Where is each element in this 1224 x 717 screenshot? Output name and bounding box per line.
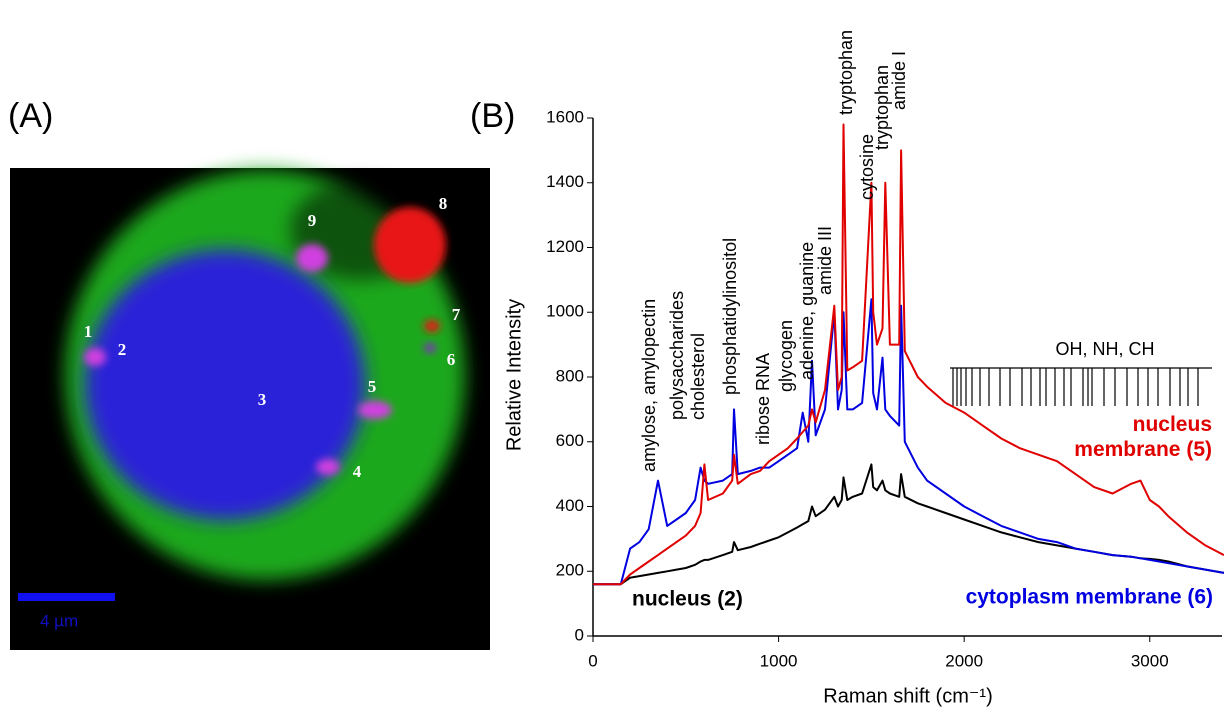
series-label: cytoplasm membrane (6) — [966, 586, 1213, 609]
x-tick-label: 2000 — [945, 651, 983, 670]
peak-annotation: tryptophan — [836, 30, 856, 115]
y-tick-label: 0 — [575, 625, 584, 644]
oh-nh-ch-comb — [950, 367, 1212, 406]
y-tick-label: 400 — [556, 496, 584, 515]
peak-annotation: cholesterol — [688, 333, 708, 420]
x-tick-label: 0 — [588, 651, 597, 670]
y-tick-label: 1000 — [546, 302, 584, 321]
y-tick-label: 1200 — [546, 237, 584, 256]
scale-bar-label: 4 µm — [40, 611, 78, 630]
peak-annotation: amylose, amylopectin — [639, 299, 659, 472]
spectrum-line — [593, 298, 1224, 586]
y-axis-label: Relative Intensity — [503, 299, 525, 451]
peak-annotation: tryptophan — [872, 65, 892, 150]
x-tick-label: 1000 — [760, 651, 798, 670]
series-label: nucleus (2) — [632, 588, 743, 611]
peak-annotation: cytosine — [857, 134, 877, 200]
x-axis-label: Raman shift (cm⁻¹) — [823, 685, 992, 707]
panel-label: (A) — [8, 97, 53, 135]
y-tick-label: 600 — [556, 431, 584, 450]
spectrum-line — [593, 463, 1224, 586]
y-tick-label: 1600 — [546, 107, 584, 126]
spot-label: 8 — [439, 194, 448, 213]
peak-annotation: ribose RNA — [753, 353, 773, 445]
micrograph — [10, 168, 490, 650]
band-annotation: OH, NH, CH — [1056, 339, 1155, 359]
peak-annotation: adenine, guanine — [797, 242, 817, 380]
x-tick-label: 3000 — [1131, 651, 1169, 670]
peak-annotation: phosphatidylinositol — [720, 238, 740, 395]
panel-label: (B) — [470, 97, 515, 135]
y-tick-label: 800 — [556, 366, 584, 385]
peak-annotation: glycogen — [776, 320, 796, 392]
y-tick-label: 200 — [556, 561, 584, 580]
peak-annotation: amide I — [889, 51, 909, 110]
spot-label: 9 — [308, 211, 317, 230]
spot-label: 7 — [452, 305, 461, 324]
spot-label: 2 — [118, 340, 127, 359]
spot-label: 4 — [353, 462, 362, 481]
spectrum-line — [593, 123, 1224, 586]
series-label: nucleus membrane (5) — [1074, 413, 1212, 461]
y-tick-label: 1400 — [546, 172, 584, 191]
peak-annotation: polysaccharides — [667, 291, 687, 420]
spot-label: 5 — [368, 377, 377, 396]
spot-label: 3 — [258, 390, 267, 409]
peak-annotation: amide III — [815, 226, 835, 295]
spot-label: 1 — [84, 322, 93, 341]
spot-label: 6 — [447, 350, 456, 369]
